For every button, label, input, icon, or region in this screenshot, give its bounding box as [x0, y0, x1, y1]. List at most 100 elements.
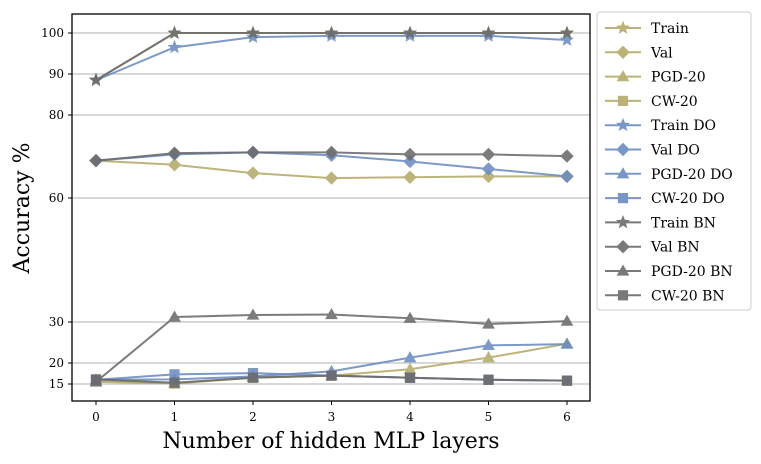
- legend-entry-train-do: [605, 117, 641, 132]
- data-point-train-do-2: [245, 29, 261, 44]
- data-point-val-bn-4: [403, 147, 417, 162]
- legend-label-cw-20: CW-20: [651, 94, 698, 110]
- grid-lines: [72, 32, 590, 385]
- data-point-cw-20-bn-6: [561, 375, 573, 386]
- data-point-pgd-20-bn-3: [325, 308, 338, 320]
- data-point-val-bn-0: [89, 153, 103, 168]
- legend-entry-train-bn: [605, 215, 641, 229]
- data-point-pgd-20-5: [482, 351, 495, 363]
- y-tick-label-15: 15: [49, 377, 64, 391]
- legend-label-val-bn: Val BN: [650, 240, 700, 256]
- x-tick-label-4: 4: [406, 410, 414, 424]
- legend-marker-pgd-20-bn: [616, 264, 630, 276]
- y-tick-label-60: 60: [49, 191, 64, 205]
- x-tick-label-5: 5: [485, 410, 493, 424]
- legend-entry-pgd-20-do: [605, 167, 641, 179]
- legend-marker-train: [615, 20, 631, 34]
- legend-label-pgd-20-do: PGD-20 DO: [651, 167, 733, 183]
- data-point-val-bn-5: [481, 147, 496, 162]
- legend-label-cw-20-do: CW-20 DO: [651, 191, 725, 207]
- legend-marker-train-bn: [615, 215, 631, 229]
- x-tick-label-6: 6: [563, 410, 571, 424]
- legend: Train Val PGD-20 CW-20 Train DO Val DO PGD-20 …: [596, 11, 752, 311]
- data-point-val-bn-3: [324, 145, 339, 160]
- data-point-cw-20-bn-3: [326, 370, 337, 381]
- data-point-train-bn-2: [245, 25, 261, 39]
- data-point-train-do-6: [559, 32, 575, 46]
- legend-entry-cw-20-bn: [605, 290, 641, 301]
- legend-entry-pgd-20-bn: [605, 264, 641, 276]
- series-line-train-bn: [95, 32, 567, 82]
- data-point-cw-20-bn-4: [404, 372, 416, 383]
- data-point-pgd-20-do-4: [403, 351, 417, 363]
- data-point-pgd-20-bn-6: [560, 314, 574, 326]
- series-train-do: [88, 28, 575, 87]
- data-point-cw-20-bn-5: [483, 374, 494, 385]
- y-tick-label-80: 80: [49, 108, 64, 122]
- legend-label-pgd-20-bn: PGD-20 BN: [651, 264, 733, 280]
- legend-marker-val-bn: [616, 239, 630, 254]
- series-line-train: [95, 32, 567, 82]
- legend-marker-val-do: [616, 142, 630, 157]
- series-val-bn: [89, 145, 574, 168]
- data-point-val-do-4: [403, 154, 417, 169]
- legend-marker-pgd-20: [616, 70, 630, 82]
- legend-label-pgd-20: PGD-20: [651, 70, 706, 86]
- plot-frame: [71, 13, 591, 402]
- legend-label-train-do: Train DO: [651, 118, 716, 134]
- legend-marker-val: [616, 45, 630, 60]
- data-point-train-bn-6: [559, 25, 575, 39]
- data-point-pgd-20-bn-1: [168, 310, 181, 322]
- data-point-val-do-5: [481, 162, 496, 176]
- data-point-val-5: [481, 169, 496, 184]
- data-point-train-do-1: [167, 39, 182, 54]
- legend-label-train-bn: Train BN: [651, 215, 716, 231]
- series-train-bn: [88, 25, 575, 87]
- data-point-train-bn-0: [88, 72, 104, 87]
- data-point-val-2: [246, 166, 260, 180]
- data-point-val-4: [403, 170, 417, 184]
- legend-label-train: Train: [651, 21, 689, 37]
- legend-marker-train-do: [615, 117, 631, 132]
- legend-marker-cw-20: [617, 95, 629, 107]
- legend-entry-pgd-20: [605, 70, 641, 82]
- data-point-train-bn-4: [402, 25, 418, 39]
- series-lines: [88, 25, 575, 389]
- data-point-pgd-20-bn-5: [482, 317, 495, 329]
- data-point-pgd-20-bn-2: [246, 308, 260, 320]
- data-point-train-bn-5: [481, 25, 496, 39]
- data-point-val-3: [324, 171, 339, 185]
- data-point-val-1: [167, 158, 182, 172]
- data-point-cw-20-bn-2: [247, 372, 259, 383]
- data-point-val-bn-1: [167, 146, 182, 160]
- legend-label-cw-20-bn: CW-20 BN: [651, 288, 725, 304]
- data-point-cw-20-do-1: [169, 369, 180, 380]
- data-point-train-bn-1: [167, 25, 182, 39]
- legend-label-val-do: Val DO: [650, 143, 700, 159]
- data-point-cw-20-bn-1: [169, 377, 180, 388]
- y-tick-label-30: 30: [49, 315, 64, 329]
- legend-entry-cw-20-do: [605, 193, 641, 204]
- data-point-pgd-20-do-5: [482, 338, 495, 350]
- y-tick-label-100: 100: [41, 26, 64, 40]
- axis-ticks: 15 20 30 60 80 90 100 0 1 2 3 4 5 6: [41, 26, 571, 424]
- x-axis-title: Number of hidden MLP layers: [162, 429, 499, 454]
- legend-marker-pgd-20-do: [616, 167, 630, 179]
- legend-entry-val: [605, 45, 641, 60]
- legend-box: [596, 11, 752, 311]
- legend-entry-val-bn: [605, 239, 641, 254]
- data-point-val-do-6: [560, 169, 574, 184]
- series-val: [89, 153, 574, 185]
- y-tick-label-90: 90: [49, 67, 64, 81]
- y-tick-label-20: 20: [49, 356, 64, 370]
- x-tick-label-2: 2: [249, 410, 257, 424]
- data-point-pgd-20-bn-4: [403, 311, 417, 323]
- legend-entry-train: [605, 20, 641, 34]
- legend-marker-cw-20-bn: [617, 290, 629, 301]
- data-point-train-bn-3: [324, 25, 339, 39]
- x-tick-label-3: 3: [328, 410, 336, 424]
- data-point-cw-20-bn-0: [90, 374, 102, 385]
- data-point-pgd-20-do-6: [560, 337, 574, 349]
- legend-entry-val-do: [605, 142, 641, 157]
